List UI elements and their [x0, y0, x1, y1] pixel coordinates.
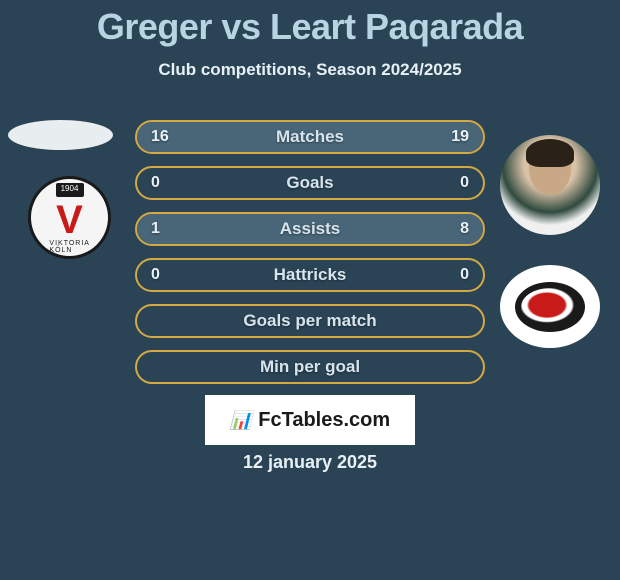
stat-row: Matches 16 19: [135, 120, 485, 154]
stat-row: Goals per match: [135, 304, 485, 338]
stat-label: Goals per match: [243, 311, 376, 331]
player-right-photo: [500, 135, 600, 235]
stat-label: Goals: [286, 173, 333, 193]
stat-row: Min per goal: [135, 350, 485, 384]
stat-value-right: 19: [451, 128, 469, 146]
stat-row: Hattricks 0 0: [135, 258, 485, 292]
stat-value-right: 8: [460, 220, 469, 238]
stats-container: Matches1619Goals00Assists18Hattricks00Go…: [135, 120, 485, 396]
stat-row: Assists 1 8: [135, 212, 485, 246]
stat-value-left: 0: [151, 174, 160, 192]
left-column: 1904 VIKTORIA KÖLN: [8, 120, 113, 259]
stat-row: Goals 0 0: [135, 166, 485, 200]
page-title: Greger vs Leart Paqarada: [0, 0, 620, 48]
stat-value-right: 0: [460, 266, 469, 284]
chart-icon: 📊: [230, 410, 252, 431]
stat-value-right: 0: [460, 174, 469, 192]
team-badge-right: [500, 265, 600, 348]
team-badge-left: 1904 VIKTORIA KÖLN: [28, 176, 111, 259]
player-left-placeholder: [8, 120, 113, 150]
stat-label: Hattricks: [274, 265, 347, 285]
stat-label: Assists: [280, 219, 340, 239]
stat-label: Matches: [276, 127, 344, 147]
stat-value-left: 16: [151, 128, 169, 146]
date-label: 12 january 2025: [0, 452, 620, 473]
stat-value-left: 0: [151, 266, 160, 284]
hurricane-icon: [515, 282, 585, 332]
subtitle: Club competitions, Season 2024/2025: [0, 60, 620, 80]
right-column: [500, 135, 600, 348]
stat-label: Min per goal: [260, 357, 360, 377]
stat-value-left: 1: [151, 220, 160, 238]
brand-box[interactable]: 📊 FcTables.com: [205, 395, 415, 445]
team-left-name: VIKTORIA KÖLN: [49, 240, 89, 254]
team-left-year: 1904: [61, 184, 79, 193]
brand-text: FcTables.com: [258, 409, 390, 432]
